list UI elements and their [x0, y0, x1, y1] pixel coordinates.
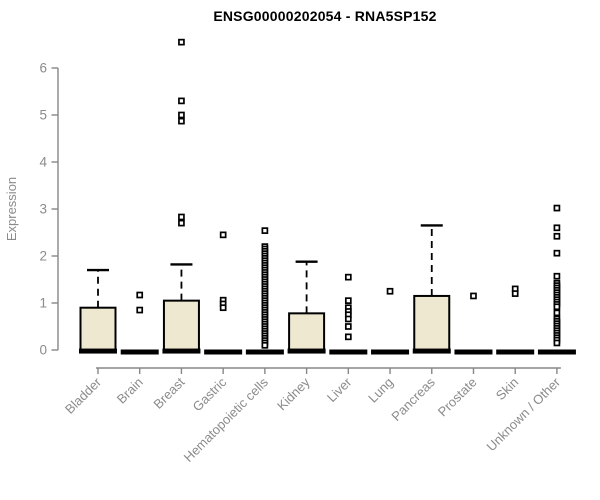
- median-line: [287, 348, 326, 354]
- outlier-point: [178, 97, 185, 105]
- y-tick-label: 5: [39, 108, 47, 123]
- median-line: [412, 348, 451, 354]
- y-tick-label: 0: [39, 343, 47, 358]
- median-line: [204, 349, 243, 355]
- outlier-point: [553, 309, 561, 317]
- median-line: [162, 348, 201, 354]
- y-tick-label: 6: [39, 61, 47, 76]
- y-axis-label: Expression: [4, 176, 19, 242]
- outlier-point: [136, 306, 144, 314]
- outlier-point: [261, 341, 269, 349]
- outlier-point: [178, 38, 185, 46]
- chart-title: ENSG00000202054 - RNA5SP152: [213, 8, 437, 24]
- outlier-point: [344, 273, 352, 281]
- y-tick-label: 3: [39, 202, 47, 217]
- x-tick-label: Brain: [114, 375, 146, 407]
- median-line: [120, 349, 159, 355]
- outlier-point: [344, 297, 352, 304]
- y-tick-label: 1: [39, 296, 47, 311]
- outlier-point: [470, 292, 477, 300]
- median-line: [537, 349, 576, 355]
- outlier-point: [553, 272, 561, 280]
- outlier-point: [511, 290, 519, 297]
- median-line: [329, 349, 368, 355]
- outlier-point: [178, 111, 185, 119]
- x-tick-label: Breast: [150, 374, 187, 411]
- y-tick-label: 2: [39, 249, 47, 264]
- box: [413, 294, 451, 352]
- outlier-point: [553, 204, 561, 212]
- x-tick-label: Bladder: [62, 374, 105, 417]
- outlier-point: [553, 339, 561, 347]
- x-tick-label: Pancreas: [388, 374, 438, 424]
- outlier-point: [553, 303, 561, 311]
- outlier-point: [261, 227, 269, 234]
- box: [288, 312, 326, 351]
- x-tick-label: Prostate: [435, 375, 480, 420]
- outlier-point: [219, 231, 227, 239]
- outlier-point: [178, 213, 185, 221]
- median-line: [496, 349, 535, 355]
- x-tick-label: Gastric: [190, 374, 230, 414]
- outlier-point: [219, 304, 227, 312]
- x-tick-label: Kidney: [274, 374, 313, 413]
- y-tick-label: 4: [39, 155, 47, 170]
- outlier-point: [553, 224, 561, 232]
- outlier-point: [553, 249, 561, 257]
- median-line: [79, 348, 117, 354]
- outlier-point: [344, 315, 352, 323]
- box: [162, 299, 200, 351]
- outlier-point: [553, 232, 561, 240]
- outlier-point: [344, 323, 352, 330]
- outlier-point: [178, 117, 185, 125]
- median-line: [371, 349, 410, 355]
- x-tick-label: Skin: [493, 375, 521, 403]
- outlier-point: [386, 287, 394, 295]
- outlier-point: [344, 333, 352, 341]
- x-tick-label: Unknown / Other: [483, 374, 563, 454]
- median-line: [245, 349, 284, 355]
- x-tick-label: Liver: [324, 374, 355, 405]
- outlier-point: [178, 219, 185, 227]
- box: [79, 306, 117, 352]
- x-tick-label: Lung: [365, 375, 396, 406]
- outlier-point: [136, 291, 144, 299]
- median-line: [454, 349, 493, 355]
